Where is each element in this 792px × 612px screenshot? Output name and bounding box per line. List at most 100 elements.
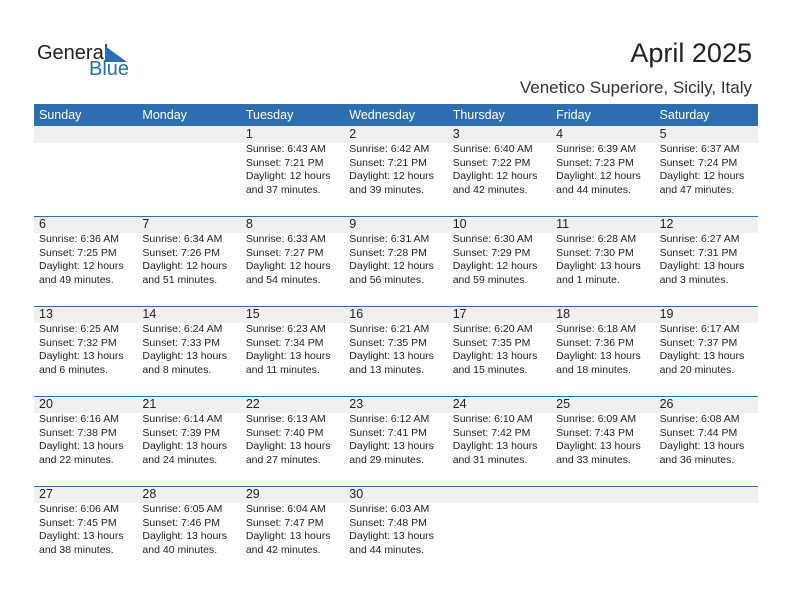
minutes-text: and 22 minutes. — [39, 453, 114, 466]
week-row: 1 Sunrise: 6:43 AM Sunset: 7:21 PM Daylight… — [34, 126, 758, 216]
minutes-text: and 29 minutes. — [349, 453, 424, 466]
sunset-text: Sunset: 7:44 PM — [659, 426, 738, 439]
day-number: 11 — [556, 217, 570, 231]
day-number: 13 — [39, 307, 53, 321]
daylight-text: Daylight: 13 hours — [245, 350, 331, 362]
day-cell: 15 Sunrise: 6:23 AM Sunset: 7:34 PM Dayligh… — [241, 306, 344, 396]
minutes-text: and 1 minute. — [556, 273, 620, 286]
day-number: 6 — [39, 217, 46, 231]
day-cell: 29 Sunrise: 6:04 AM Sunset: 7:47 PM Dayligh… — [241, 486, 344, 576]
day-number: 7 — [142, 217, 150, 231]
sunrise-text: Sunrise: 6:12 AM — [349, 413, 430, 425]
sunrise-text: Sunrise: 6:24 AM — [142, 323, 223, 335]
minutes-text: and 44 minutes. — [556, 183, 631, 196]
day-number: 19 — [659, 307, 674, 321]
sunrise-text: Sunrise: 6:21 AM — [349, 323, 430, 335]
sunrise-text: Sunrise: 6:39 AM — [556, 143, 637, 155]
sunrise-text: Sunrise: 6:18 AM — [556, 323, 637, 335]
week-row: 13 Sunrise: 6:25 AM Sunset: 7:32 PM Dayligh… — [34, 306, 758, 396]
week-divider — [34, 216, 758, 217]
daylight-text: Daylight: 12 hours — [349, 260, 434, 272]
sunset-text: Sunset: 7:40 PM — [245, 426, 324, 439]
day-number: 3 — [452, 127, 460, 141]
week-row: 27 Sunrise: 6:06 AM Sunset: 7:45 PM Dayligh… — [34, 486, 758, 576]
sunset-text: Sunset: 7:22 PM — [452, 156, 531, 169]
minutes-text: and 42 minutes. — [245, 543, 321, 556]
daylight-text: Daylight: 13 hours — [452, 440, 538, 452]
day-number: 4 — [556, 127, 564, 141]
minutes-text: and 40 minutes. — [142, 543, 218, 556]
daylight-text: Daylight: 13 hours — [349, 440, 434, 452]
daylight-text: Daylight: 13 hours — [142, 530, 228, 542]
daylight-text: Daylight: 12 hours — [349, 170, 434, 182]
sunrise-text: Sunrise: 6:36 AM — [39, 233, 119, 245]
sunset-text: Sunset: 7:43 PM — [556, 426, 634, 439]
weekday-tuesday: Tuesday — [245, 108, 294, 122]
daylight-text: Daylight: 12 hours — [452, 260, 538, 272]
day-number: 24 — [452, 397, 467, 411]
sunrise-text: Sunrise: 6:34 AM — [142, 233, 223, 245]
sunset-text: Sunset: 7:24 PM — [659, 156, 738, 169]
sunset-text: Sunset: 7:30 PM — [556, 246, 634, 259]
sunrise-text: Sunrise: 6:33 AM — [245, 233, 326, 245]
sunset-text: Sunset: 7:46 PM — [142, 516, 221, 529]
daylight-text: Daylight: 13 hours — [556, 440, 641, 452]
day-number: 22 — [245, 397, 260, 411]
daylight-text: Daylight: 13 hours — [659, 350, 745, 362]
sunset-text: Sunset: 7:37 PM — [659, 336, 738, 349]
date-strip — [34, 216, 758, 233]
minutes-text: and 59 minutes. — [452, 273, 528, 286]
sunset-text: Sunset: 7:21 PM — [349, 156, 427, 169]
day-cell: 19 Sunrise: 6:17 AM Sunset: 7:37 PM Dayligh… — [655, 306, 758, 396]
sunset-text: Sunset: 7:21 PM — [245, 156, 324, 169]
day-number: 21 — [142, 397, 157, 411]
sunrise-text: Sunrise: 6:43 AM — [245, 143, 326, 155]
sunset-text: Sunset: 7:28 PM — [349, 246, 427, 259]
minutes-text: and 8 minutes. — [142, 363, 212, 376]
sunrise-text: Sunrise: 6:20 AM — [452, 323, 533, 335]
daylight-text: Daylight: 12 hours — [245, 170, 331, 182]
daylight-text: Daylight: 13 hours — [659, 440, 745, 452]
weekday-monday: Monday — [142, 108, 187, 122]
minutes-text: and 44 minutes. — [349, 543, 424, 556]
date-strip — [34, 126, 758, 143]
minutes-text: and 33 minutes. — [556, 453, 631, 466]
weekday-friday: Friday — [556, 108, 591, 122]
sunrise-text: Sunrise: 6:31 AM — [349, 233, 430, 245]
day-number: 16 — [349, 307, 364, 321]
sunset-text: Sunset: 7:39 PM — [142, 426, 221, 439]
weekday-saturday: Saturday — [659, 108, 710, 122]
day-number: 20 — [39, 397, 53, 411]
sunset-text: Sunset: 7:34 PM — [245, 336, 324, 349]
day-number: 5 — [659, 127, 667, 141]
day-cell: 13 Sunrise: 6:25 AM Sunset: 7:32 PM Dayligh… — [34, 306, 137, 396]
minutes-text: and 3 minutes. — [659, 273, 729, 286]
sunset-text: Sunset: 7:25 PM — [39, 246, 117, 259]
sunset-text: Sunset: 7:48 PM — [349, 516, 427, 529]
location-subtitle: Venetico Superiore, Sicily, Italy — [519, 78, 752, 97]
day-cell: 8 Sunrise: 6:33 AM Sunset: 7:27 PM Daylight… — [241, 216, 344, 306]
day-cell: 6 Sunrise: 6:36 AM Sunset: 7:25 PM Daylight… — [34, 216, 137, 306]
sunset-text: Sunset: 7:31 PM — [659, 246, 738, 259]
sunrise-text: Sunrise: 6:03 AM — [349, 503, 430, 515]
day-number: 9 — [349, 217, 357, 231]
daylight-text: Daylight: 12 hours — [142, 260, 228, 272]
sunset-text: Sunset: 7:32 PM — [39, 336, 117, 349]
daylight-text: Daylight: 13 hours — [556, 260, 641, 272]
day-cell: 24 Sunrise: 6:10 AM Sunset: 7:42 PM Dayligh… — [448, 396, 551, 486]
logo-triangle-icon — [105, 46, 127, 62]
sunrise-text: Sunrise: 6:40 AM — [452, 143, 533, 155]
day-cell: 23 Sunrise: 6:12 AM Sunset: 7:41 PM Dayligh… — [344, 396, 447, 486]
day-number: 2 — [349, 127, 357, 141]
day-number: 12 — [659, 217, 674, 231]
daylight-text: Daylight: 13 hours — [452, 350, 538, 362]
sunset-text: Sunset: 7:47 PM — [245, 516, 324, 529]
day-number: 23 — [349, 397, 364, 411]
day-cell: 18 Sunrise: 6:18 AM Sunset: 7:36 PM Dayligh… — [551, 306, 654, 396]
daylight-text: Daylight: 13 hours — [556, 350, 641, 362]
minutes-text: and 42 minutes. — [452, 183, 528, 196]
week-divider — [34, 306, 758, 307]
sunrise-text: Sunrise: 6:27 AM — [659, 233, 740, 245]
sunrise-text: Sunrise: 6:17 AM — [659, 323, 740, 335]
sunrise-text: Sunrise: 6:14 AM — [142, 413, 223, 425]
